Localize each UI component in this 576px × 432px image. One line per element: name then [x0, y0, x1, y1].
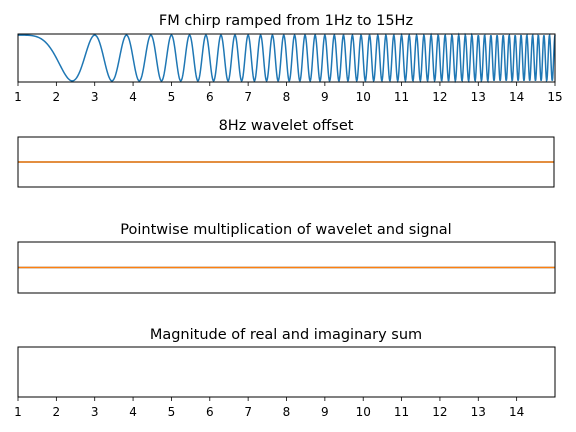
chirp-x-tick-label: 10 — [356, 90, 371, 104]
chirp-x-tick-label: 4 — [129, 90, 137, 104]
chirp-x-tick-label: 11 — [394, 90, 409, 104]
magnitude-x-tick-label: 8 — [283, 405, 291, 419]
wavelet-axes-frame — [17, 136, 555, 188]
chirp-x-tick-label: 2 — [53, 90, 61, 104]
magnitude-x-tick-label: 1 — [14, 405, 22, 419]
chirp-x-tick-label: 5 — [168, 90, 176, 104]
magnitude-x-tick-label: 3 — [91, 405, 99, 419]
chirp-series-line-0 — [18, 32, 556, 84]
chirp-x-tick-label: 13 — [471, 90, 486, 104]
magnitude-x-tick-label: 5 — [168, 405, 176, 419]
magnitude-x-tick-label: 6 — [206, 405, 214, 419]
chirp-x-ticks: 1 2 3 4 5 6 7 8 9 10 11 12 13 14 15 — [14, 82, 563, 104]
magnitude-x-tick-label: 13 — [471, 405, 486, 419]
chirp-x-tick-label: 6 — [206, 90, 214, 104]
wavelet-panel: 8Hz wavelet offset — [17, 118, 555, 188]
chirp-x-tick-label: 1 — [14, 90, 22, 104]
magnitude-x-tick-label: 7 — [244, 405, 252, 419]
chirp-x-tick-label: 12 — [432, 90, 447, 104]
chirp-x-tick-label: 3 — [91, 90, 99, 104]
product-title: Pointwise multiplication of wavelet and … — [120, 222, 451, 238]
magnitude-x-tick-label: 10 — [356, 405, 371, 419]
chirp-x-tick-label: 14 — [509, 90, 524, 104]
magnitude-x-tick-label: 11 — [394, 405, 409, 419]
product-panel: Pointwise multiplication of wavelet and … — [17, 222, 556, 294]
chirp-title: FM chirp ramped from 1Hz to 15Hz — [159, 13, 413, 29]
magnitude-x-tick-label: 4 — [129, 405, 137, 419]
magnitude-x-tick-label: 2 — [53, 405, 61, 419]
chirp-x-tick-label: 7 — [244, 90, 252, 104]
magnitude-x-tick-label: 9 — [321, 405, 329, 419]
wavelet-title: 8Hz wavelet offset — [219, 118, 354, 134]
magnitude-title: Magnitude of real and imaginary sum — [150, 327, 422, 343]
chirp-x-tick-label: 9 — [321, 90, 329, 104]
magnitude-x-tick-label: 12 — [432, 405, 447, 419]
magnitude-x-tick-label: 14 — [509, 405, 524, 419]
magnitude-axes-frame — [17, 346, 556, 398]
chirp-x-tick-label: 15 — [547, 90, 562, 104]
product-axes-frame — [17, 241, 556, 294]
chirp-series — [18, 32, 556, 84]
chirp-x-tick-label: 8 — [283, 90, 291, 104]
magnitude-x-ticks: 1 2 3 4 5 6 7 8 9 10 11 12 13 14 — [14, 397, 524, 419]
